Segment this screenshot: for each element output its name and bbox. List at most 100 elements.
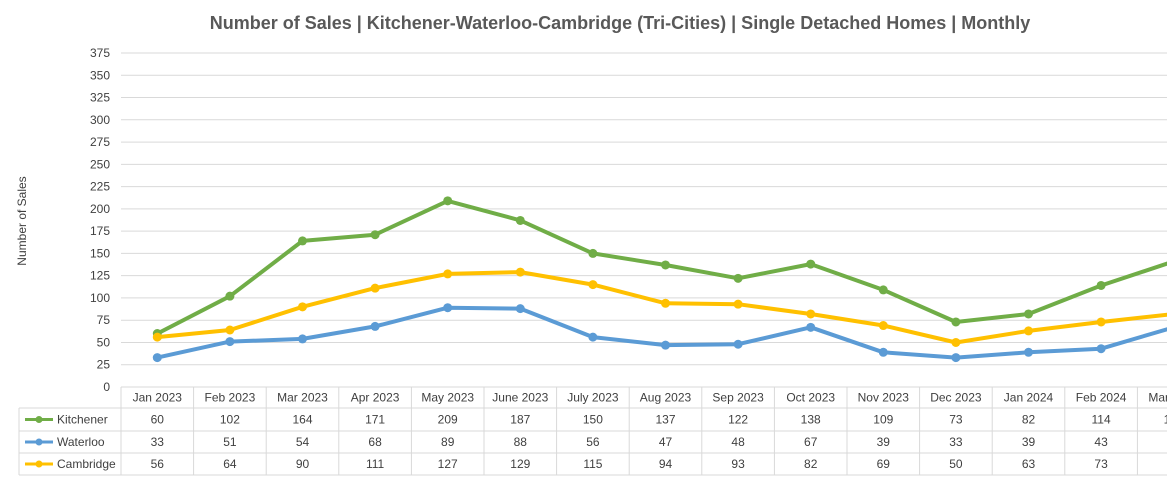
data-point-cambridge — [515, 267, 525, 277]
y-tick-label: 75 — [97, 313, 111, 327]
data-point-kitchener — [951, 317, 961, 327]
y-tick-label: 0 — [103, 380, 110, 394]
data-point-waterloo — [152, 353, 162, 363]
data-label-cambridge: 64 — [223, 457, 237, 471]
data-point-kitchener — [298, 236, 307, 246]
data-label-cambridge: 90 — [296, 457, 310, 471]
data-label-kitchener: 137 — [655, 413, 675, 427]
data-label-waterloo: 88 — [514, 435, 528, 449]
data-point-cambridge — [443, 269, 453, 279]
x-tick-label: May 2023 — [421, 391, 474, 405]
data-label-cambridge: 63 — [1022, 457, 1036, 471]
y-tick-label: 300 — [90, 113, 110, 127]
data-label-waterloo: 51 — [223, 435, 237, 449]
x-tick-label: Mar 2024 — [1148, 391, 1167, 405]
data-label-cambridge: 56 — [151, 457, 165, 471]
x-tick-label: Feb 2024 — [1076, 391, 1127, 405]
data-label-kitchener: 164 — [292, 413, 312, 427]
data-point-cambridge — [298, 302, 307, 312]
data-point-kitchener — [661, 260, 670, 270]
data-label-kitchener: 73 — [949, 413, 963, 427]
data-label-waterloo: 56 — [586, 435, 600, 449]
data-label-cambridge: 129 — [510, 457, 530, 471]
series-line-cambridge — [155, 270, 1167, 345]
x-tick-label: Dec 2023 — [930, 391, 982, 405]
y-tick-label: 225 — [90, 180, 110, 194]
data-point-cambridge — [733, 299, 743, 309]
data-point-cambridge — [661, 298, 670, 308]
data-label-cambridge: 93 — [731, 457, 745, 471]
x-tick-label: Nov 2023 — [858, 391, 910, 405]
data-label-kitchener: 138 — [801, 413, 821, 427]
data-point-kitchener — [370, 230, 380, 240]
data-point-waterloo — [806, 322, 816, 332]
x-tick-label: Oct 2023 — [786, 391, 835, 405]
x-tick-label: July 2023 — [567, 391, 619, 405]
data-label-waterloo: 43 — [1094, 435, 1108, 449]
data-label-waterloo: 47 — [659, 435, 673, 449]
x-tick-label: Mar 2023 — [277, 391, 328, 405]
y-tick-label: 250 — [90, 157, 110, 171]
data-point-waterloo — [1024, 347, 1033, 357]
data-point-cambridge — [1024, 326, 1033, 336]
legend-marker-cambridge — [35, 460, 43, 468]
data-point-waterloo — [878, 347, 888, 357]
data-label-waterloo: 48 — [731, 435, 745, 449]
data-label-cambridge: 127 — [438, 457, 458, 471]
data-point-waterloo — [733, 339, 743, 349]
data-label-kitchener: 171 — [365, 413, 385, 427]
y-axis-label: Number of Sales — [15, 176, 29, 265]
data-label-waterloo: 67 — [804, 435, 818, 449]
data-label-cambridge: 50 — [949, 457, 963, 471]
x-tick-label: June 2023 — [492, 391, 548, 405]
data-label-kitchener: 114 — [1092, 413, 1111, 427]
x-tick-label: Sep 2023 — [712, 391, 764, 405]
data-point-kitchener — [1024, 309, 1033, 319]
y-tick-label: 25 — [97, 358, 111, 372]
data-point-kitchener — [515, 215, 525, 225]
data-point-waterloo — [443, 303, 453, 313]
data-point-kitchener — [1096, 280, 1106, 290]
data-point-cambridge — [152, 332, 162, 342]
data-label-waterloo: 39 — [877, 435, 891, 449]
x-tick-label: Apr 2023 — [351, 391, 400, 405]
data-point-cambridge — [588, 280, 598, 290]
data-point-waterloo — [370, 321, 380, 331]
data-point-cambridge — [878, 321, 888, 331]
legend-label-cambridge: Cambridge — [57, 457, 116, 471]
data-label-kitchener: 82 — [1022, 413, 1036, 427]
legend-marker-kitchener — [35, 416, 43, 423]
data-point-kitchener — [806, 259, 816, 269]
data-label-kitchener: 60 — [151, 413, 165, 427]
x-tick-label: Jan 2024 — [1004, 391, 1054, 405]
data-label-kitchener: 122 — [728, 413, 748, 427]
y-tick-label: 375 — [90, 46, 110, 60]
data-label-cambridge: 94 — [659, 457, 673, 471]
y-tick-label: 275 — [90, 135, 110, 149]
data-point-waterloo — [951, 353, 961, 363]
data-point-waterloo — [661, 340, 670, 350]
data-label-waterloo: 89 — [441, 435, 455, 449]
data-label-cambridge: 115 — [583, 457, 602, 471]
y-tick-label: 350 — [90, 68, 110, 82]
data-label-waterloo: 54 — [296, 435, 310, 449]
y-tick-label: 200 — [90, 202, 110, 216]
data-point-cambridge — [806, 309, 816, 319]
y-tick-label: 50 — [97, 335, 111, 349]
data-point-kitchener — [225, 291, 235, 301]
data-point-waterloo — [515, 304, 525, 314]
legend-label-kitchener: Kitchener — [57, 413, 108, 427]
data-label-waterloo: 68 — [368, 435, 382, 449]
data-label-cambridge: 82 — [804, 457, 818, 471]
y-tick-label: 175 — [90, 224, 110, 238]
data-label-kitchener: 187 — [510, 413, 530, 427]
data-point-cambridge — [225, 325, 235, 335]
data-point-waterloo — [1096, 344, 1106, 354]
data-point-waterloo — [298, 334, 307, 344]
data-label-kitchener: 102 — [220, 413, 240, 427]
data-point-waterloo — [225, 337, 235, 347]
data-label-kitchener: 141 — [1164, 413, 1167, 427]
data-label-cambridge: 111 — [366, 457, 385, 471]
data-label-cambridge: 69 — [877, 457, 891, 471]
data-point-kitchener — [443, 196, 453, 206]
